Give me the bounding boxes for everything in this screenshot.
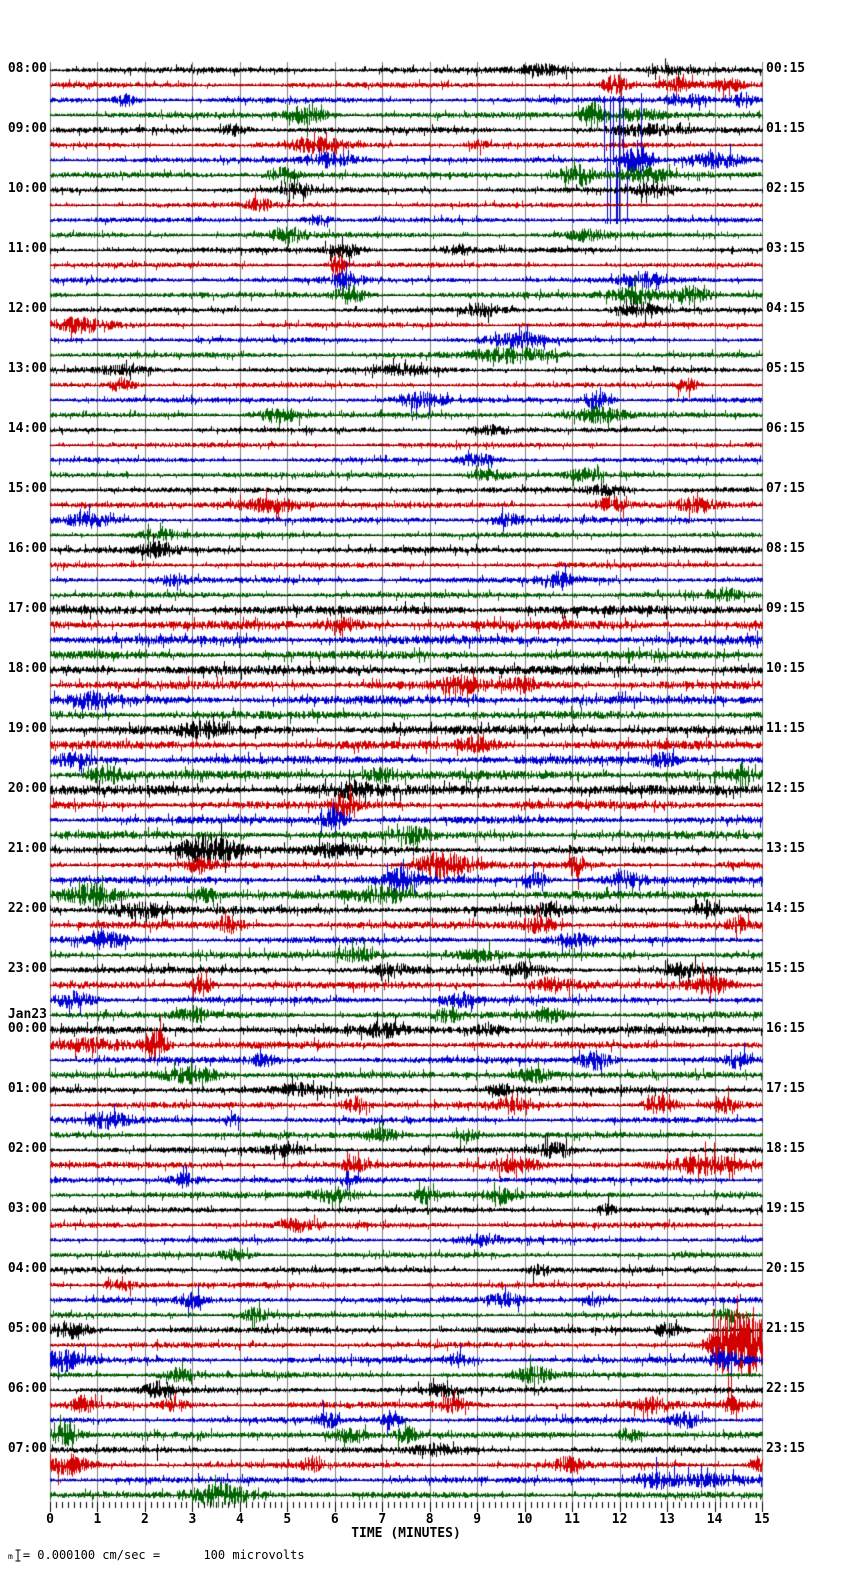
pst-hour-label: 04:15	[766, 301, 806, 316]
utc-hour-label: 17:00	[7, 601, 47, 616]
utc-hour-label: 09:00	[7, 121, 47, 136]
pst-hour-label: 02:15	[766, 181, 806, 196]
x-tick-label: 2	[141, 1512, 149, 1527]
pst-hour-label: 22:15	[766, 1381, 806, 1396]
pst-hour-label: 16:15	[766, 1021, 806, 1036]
x-tick-label: 10	[516, 1512, 533, 1527]
x-tick-label: 15	[754, 1512, 770, 1527]
utc-hour-label: 03:00	[7, 1201, 47, 1216]
utc-hour-label: 12:00	[7, 301, 47, 316]
pst-hour-label: 07:15	[766, 481, 806, 496]
utc-hour-label: 08:00	[7, 61, 47, 76]
utc-hour-label: 11:00	[7, 241, 47, 256]
x-tick-label: 11	[564, 1512, 580, 1527]
utc-hour-label: 07:00	[7, 1441, 47, 1456]
pst-hour-label: 00:15	[766, 61, 806, 76]
x-tick-label: 9	[473, 1512, 482, 1527]
pst-hour-label: 17:15	[766, 1081, 806, 1096]
pst-hour-label: 14:15	[766, 901, 806, 916]
pst-hour-label: 06:15	[766, 421, 806, 436]
x-tick-label: 0	[46, 1512, 54, 1527]
x-tick-label: 3	[188, 1512, 197, 1527]
pst-hour-label: 18:15	[766, 1141, 806, 1156]
utc-hour-label: 20:00	[7, 781, 47, 796]
pst-hour-label: 01:15	[766, 121, 806, 136]
pst-hour-label: 08:15	[766, 541, 806, 556]
pst-hour-label: 15:15	[766, 961, 806, 976]
utc-hour-label: 10:00	[7, 181, 47, 196]
pst-hour-label: 09:15	[766, 601, 806, 616]
pst-hour-label: 05:15	[766, 361, 806, 376]
pst-hour-label: 20:15	[766, 1261, 806, 1276]
pst-hour-label: 13:15	[766, 841, 806, 856]
utc-hour-label: 22:00	[7, 901, 47, 916]
pst-hour-label: 03:15	[766, 241, 806, 256]
x-tick-label: 14	[706, 1512, 723, 1527]
utc-hour-label: 21:00	[7, 841, 47, 856]
utc-hour-label: 06:00	[7, 1381, 47, 1396]
x-tick-label: 8	[425, 1512, 434, 1527]
footer-scale-note: m = 0.000100 cm/sec = 100 microvolts	[8, 1548, 305, 1562]
footer-label: = 0.000100 cm/sec = 100 microvolts	[22, 1548, 305, 1562]
pst-hour-label: 11:15	[766, 721, 806, 736]
pst-hour-label: 10:15	[766, 661, 806, 676]
pst-hour-label: 23:15	[766, 1441, 806, 1456]
x-tick-label: 5	[283, 1512, 292, 1527]
utc-hour-label: 04:00	[7, 1261, 47, 1276]
pst-hour-label: 21:15	[766, 1321, 806, 1336]
x-tick-label: 7	[378, 1512, 387, 1527]
utc-hour-label: 19:00	[7, 721, 47, 736]
x-tick-label: 13	[659, 1512, 675, 1527]
utc-hour-label: 05:00	[7, 1321, 47, 1336]
utc-hour-label: 18:00	[7, 661, 47, 676]
x-tick-label: 4	[235, 1512, 244, 1527]
x-tick-label: 1	[93, 1512, 102, 1527]
x-axis-title: TIME (MINUTES)	[351, 1526, 461, 1541]
date-break-label: Jan23	[7, 1007, 47, 1022]
utc-hour-label: 15:00	[7, 481, 47, 496]
pst-hour-label: 12:15	[766, 781, 806, 796]
x-tick-label: 6	[330, 1512, 339, 1527]
utc-hour-label: 13:00	[7, 361, 47, 376]
utc-hour-label: 01:00	[7, 1081, 47, 1096]
pst-hour-label: 19:15	[766, 1201, 806, 1216]
utc-hour-label: 16:00	[7, 541, 47, 556]
footer-scale-bar-icon	[15, 1549, 21, 1562]
utc-hour-label: 02:00	[7, 1141, 47, 1156]
utc-hour-label: 00:00	[7, 1021, 47, 1036]
footer-prefix: m	[8, 1552, 13, 1561]
x-tick-label: 12	[611, 1512, 628, 1527]
utc-hour-label: 23:00	[7, 961, 47, 976]
utc-hour-label: 14:00	[7, 421, 47, 436]
